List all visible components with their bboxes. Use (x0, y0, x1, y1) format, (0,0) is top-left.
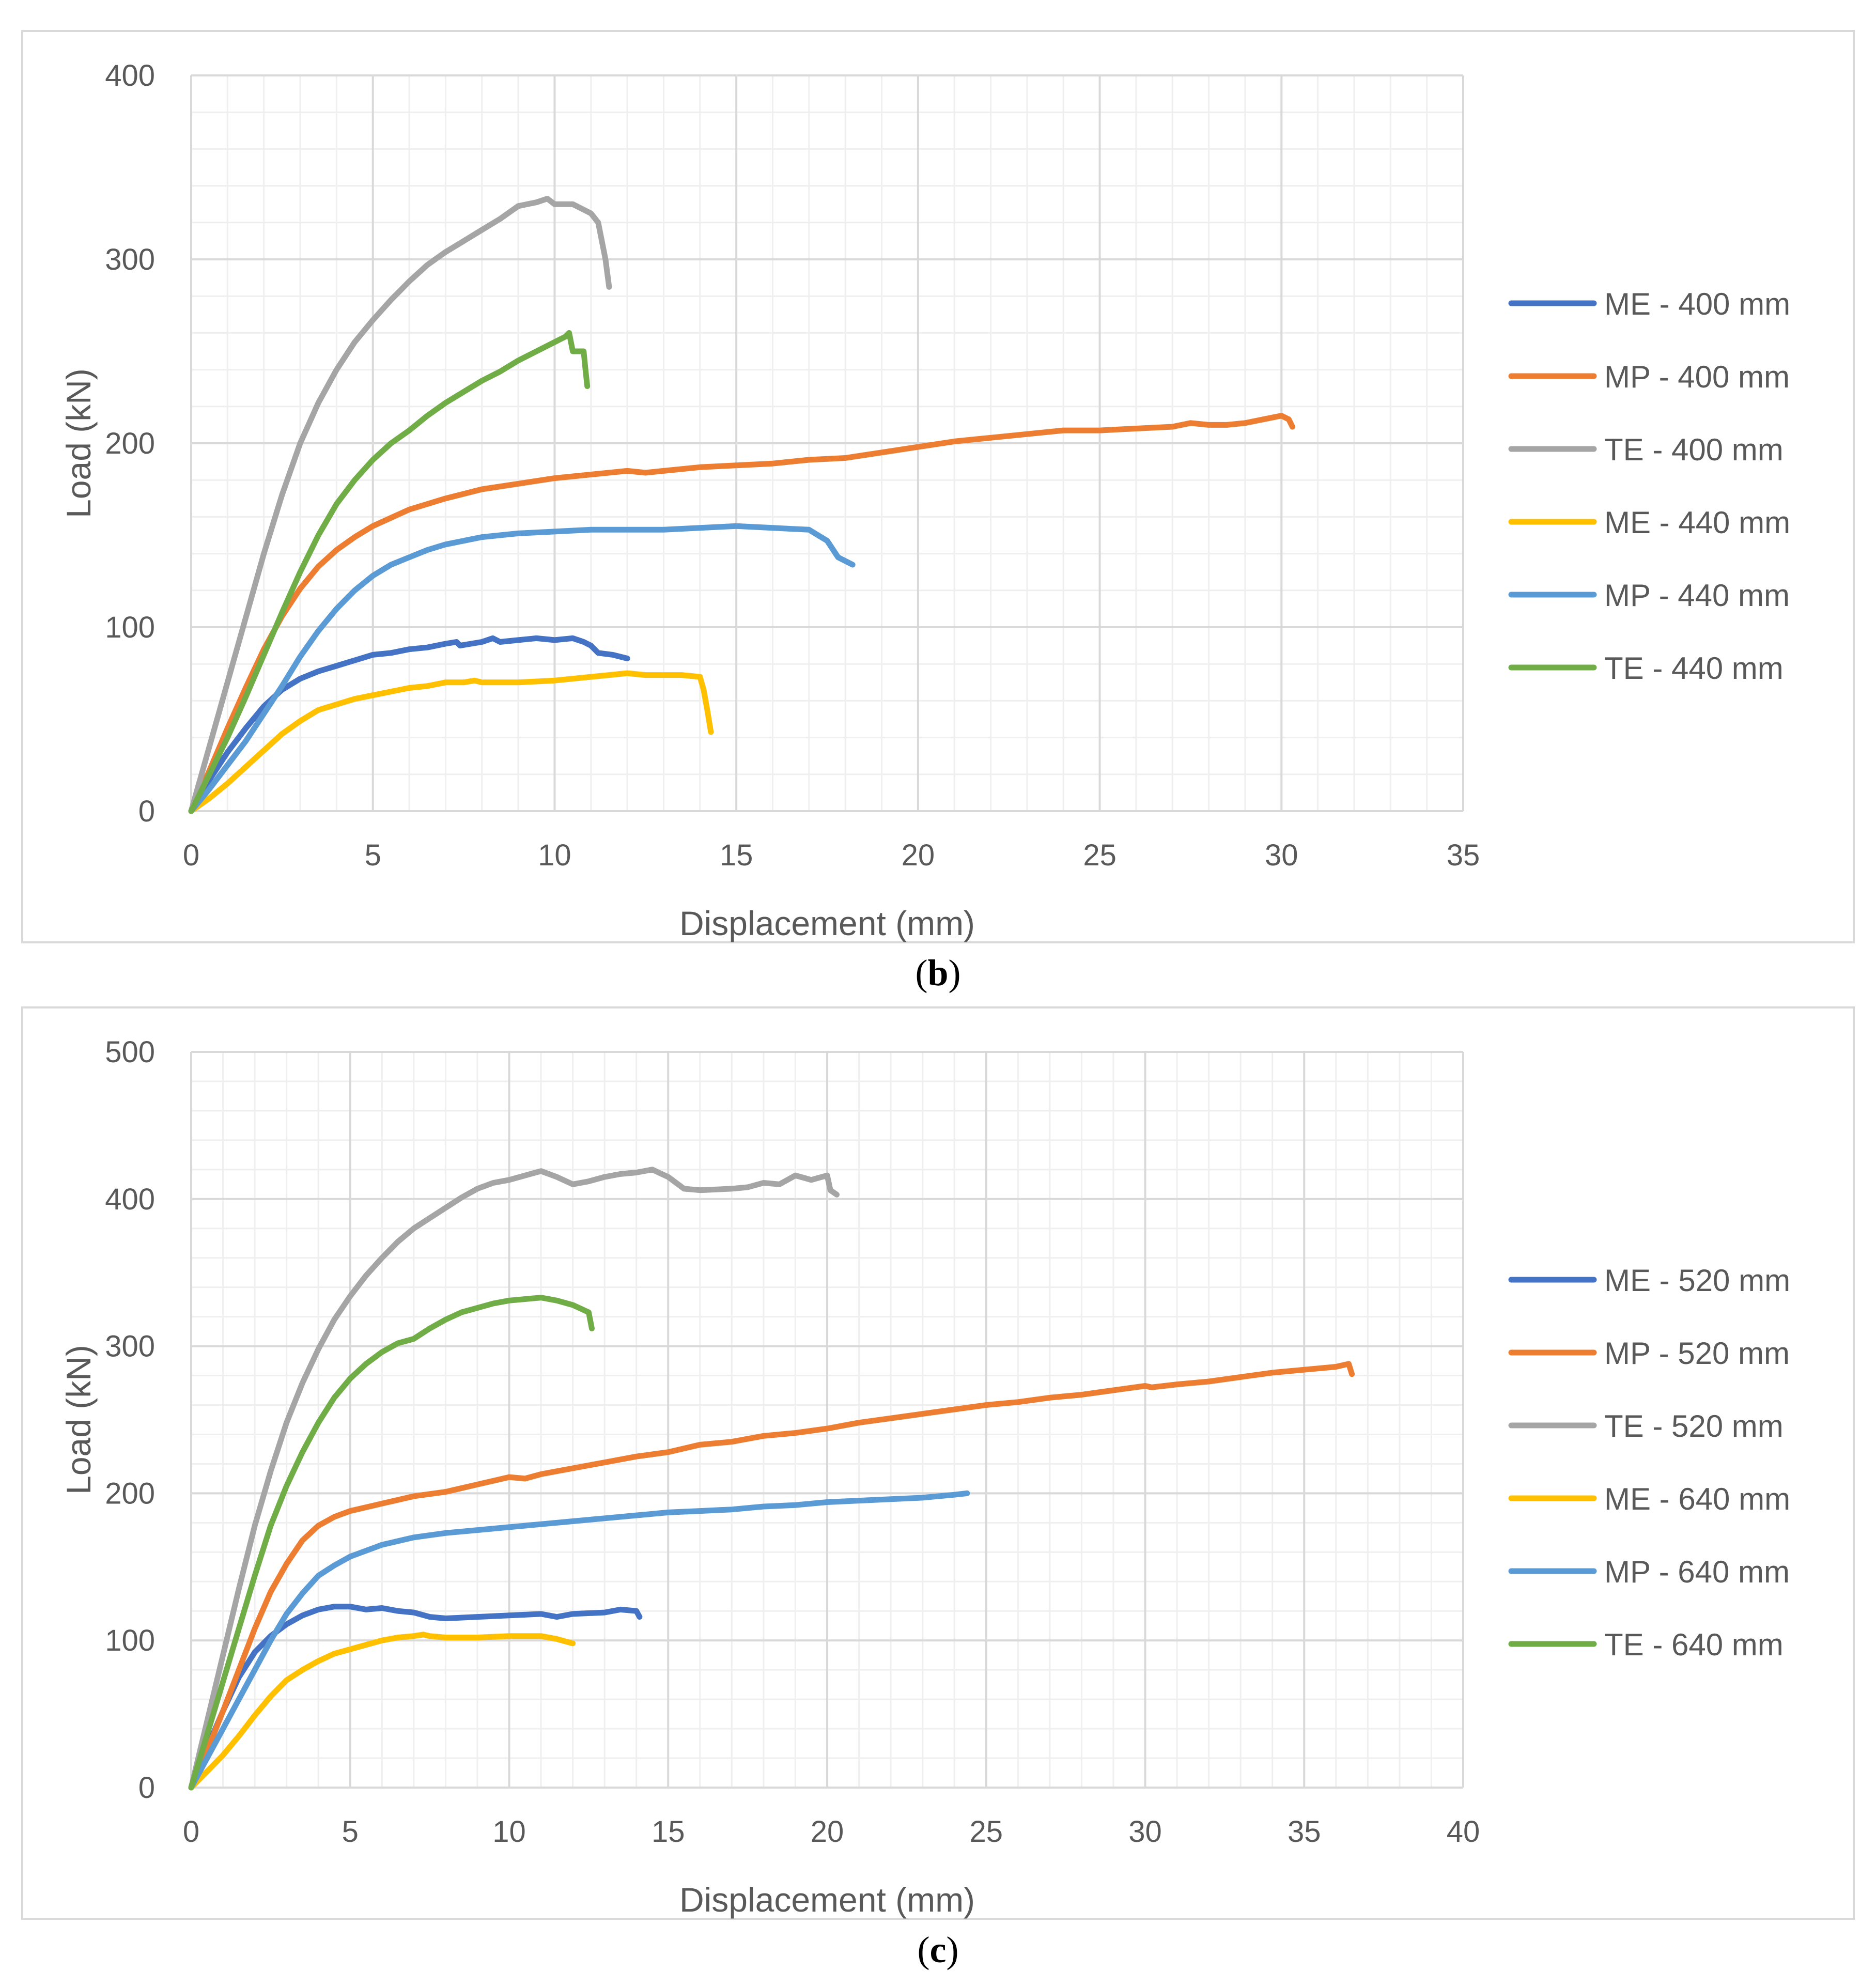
series-line-te-400-mm (188, 196, 612, 814)
x-tick-label: 25 (1083, 839, 1117, 872)
legend-label: MP - 640 mm (1604, 1555, 1790, 1589)
x-tick-label: 10 (492, 1815, 526, 1849)
x-tick-label: 15 (652, 1815, 685, 1849)
series-line-me-520-mm (188, 1604, 643, 1791)
series-line-te-440-mm (188, 330, 591, 814)
legend-label: ME - 440 mm (1604, 505, 1790, 540)
legend-label: TE - 440 mm (1604, 651, 1784, 686)
y-tick-label: 500 (105, 1035, 155, 1069)
chart-c-svg: 0 5 10 15 20 25 30 35 400100200300400500Displace… (59, 1035, 1790, 1919)
y-tick-label: 300 (105, 243, 155, 276)
y-tick-label: 200 (105, 427, 155, 460)
caption-c: (c) (0, 1929, 1876, 1972)
x-tick-label: 10 (538, 839, 571, 872)
y-tick-label: 100 (105, 1624, 155, 1657)
legend: ME - 520 mm MP - 520 mm TE - 520 mm ME - 64… (1508, 1263, 1790, 1662)
x-tick-label: 30 (1128, 1815, 1162, 1849)
x-tick-label: 20 (902, 839, 935, 872)
major-gridlines (190, 1051, 1464, 1789)
caption-c-close: ) (946, 1929, 959, 1970)
y-tick-label: 100 (105, 611, 155, 644)
y-tick-label: 400 (105, 59, 155, 92)
x-tick-label: 40 (1447, 1815, 1480, 1849)
chart-panel-c: 0 5 10 15 20 25 30 35 40 0 100 200 300 400 500 Displace… (21, 1006, 1855, 1920)
series-line-mp-520-mm (188, 1361, 1355, 1791)
x-tick-label: 25 (969, 1815, 1003, 1849)
x-tick-label: 30 (1265, 839, 1298, 872)
legend-label: ME - 400 mm (1604, 287, 1790, 321)
series-line-te-520-mm (188, 1167, 840, 1791)
x-tick-label: 35 (1288, 1815, 1321, 1849)
legend-label: MP - 400 mm (1604, 360, 1790, 394)
series-line-mp-640-mm (188, 1490, 970, 1791)
y-axis-title: Load (kN) (59, 368, 98, 518)
caption-c-letter: c (929, 1929, 947, 1970)
y-tick-label: 0 (138, 1771, 155, 1805)
legend: ME - 400 mm MP - 400 mm TE - 400 mm ME - 44… (1508, 287, 1790, 686)
x-tick-label: 20 (811, 1815, 844, 1849)
x-tick-label: 5 (342, 1815, 359, 1849)
series-line-te-640-mm (188, 1295, 595, 1791)
legend-label: MP - 520 mm (1604, 1336, 1790, 1371)
series-line-me-440-mm (188, 670, 714, 814)
y-tick-label: 300 (105, 1330, 155, 1363)
chart-panel-b: 0 5 10 15 20 25 30 35 0 100 200 300 400 Displacement … (21, 30, 1855, 943)
series-line-mp-440-mm (188, 523, 856, 814)
caption-b-close: ) (948, 952, 961, 993)
y-tick-label: 400 (105, 1183, 155, 1216)
series-lines (188, 1167, 1355, 1791)
y-tick-label: 200 (105, 1477, 155, 1510)
tick-labels: 0 5 10 15 20 25 30 35 0 100 200 300 400 (105, 59, 1480, 872)
legend-label: ME - 520 mm (1604, 1263, 1790, 1298)
caption-b-letter: b (927, 952, 949, 993)
x-tick-label: 35 (1447, 839, 1480, 872)
x-axis-title: Displacement (mm) (679, 1881, 975, 1919)
caption-b-open: ( (915, 952, 928, 993)
legend-label: ME - 640 mm (1604, 1482, 1790, 1516)
y-axis-title: Load (kN) (59, 1345, 98, 1495)
legend-label: MP - 440 mm (1604, 578, 1790, 613)
major-gridlines (190, 74, 1464, 812)
x-axis-title: Displacement (mm) (679, 904, 975, 942)
legend-label: TE - 520 mm (1604, 1409, 1784, 1443)
x-tick-label: 15 (720, 839, 753, 872)
chart-b-svg: 0 5 10 15 20 25 30 35 0 100 200 300 400 Displacement … (59, 59, 1790, 942)
caption-c-open: ( (917, 1929, 930, 1970)
series-line-me-640-mm (188, 1632, 576, 1791)
x-tick-label: 0 (183, 1815, 199, 1849)
legend-label: TE - 640 mm (1604, 1627, 1784, 1662)
y-tick-label: 0 (138, 795, 155, 828)
series-lines (188, 196, 1295, 814)
series-line-mp-400-mm (188, 413, 1295, 814)
x-tick-label: 5 (365, 839, 381, 872)
legend-label: TE - 400 mm (1604, 432, 1784, 467)
x-tick-label: 0 (183, 839, 199, 872)
caption-b: (b) (0, 952, 1876, 995)
